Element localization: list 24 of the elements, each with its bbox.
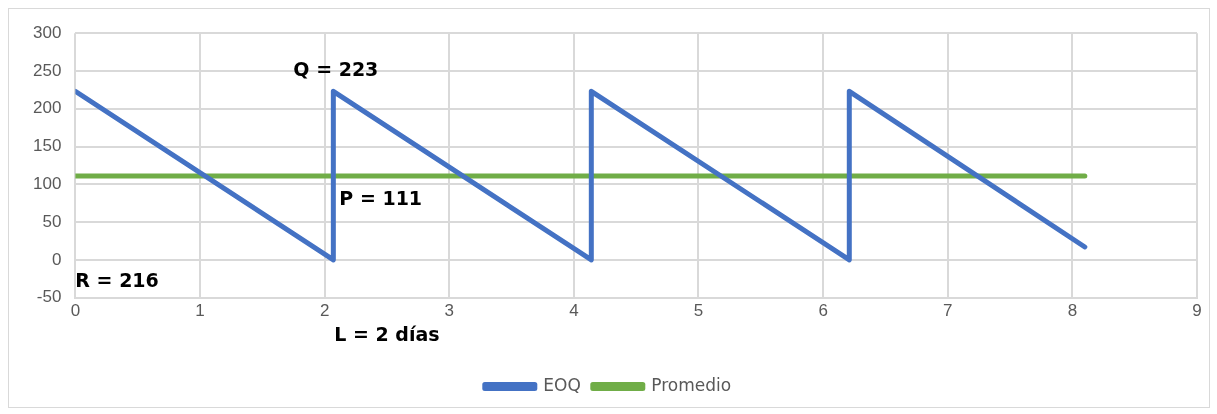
y-tick-label: -50 <box>36 287 62 307</box>
annotation: Q = 223 <box>293 58 379 81</box>
y-tick-label: 200 <box>32 98 62 118</box>
x-tick-label: 8 <box>1067 301 1078 321</box>
y-tick-label: 100 <box>32 173 62 193</box>
legend-label: Promedio <box>651 374 732 395</box>
x-tick-label: 4 <box>569 301 579 321</box>
legend-label: EOQ <box>543 374 581 395</box>
x-tick-label: 1 <box>195 301 205 321</box>
y-tick-label: 250 <box>32 60 62 80</box>
y-tick-label: 300 <box>32 22 62 42</box>
y-tick-label: 0 <box>51 249 62 269</box>
x-tick-label: 7 <box>943 301 953 321</box>
x-tick-label: 2 <box>319 301 330 321</box>
x-tick-label: 3 <box>444 301 454 321</box>
annotation: R = 216 <box>75 268 159 291</box>
annotation: P = 111 <box>339 186 423 209</box>
y-tick-label: 50 <box>42 211 62 231</box>
x-tick-label: 9 <box>1192 301 1202 321</box>
text: L = 2 días <box>334 322 440 345</box>
x-tick-label: 0 <box>70 301 81 321</box>
x-tick-label: 6 <box>818 301 828 321</box>
x-tick-label: 5 <box>693 301 704 321</box>
y-tick-label: 150 <box>32 136 62 156</box>
